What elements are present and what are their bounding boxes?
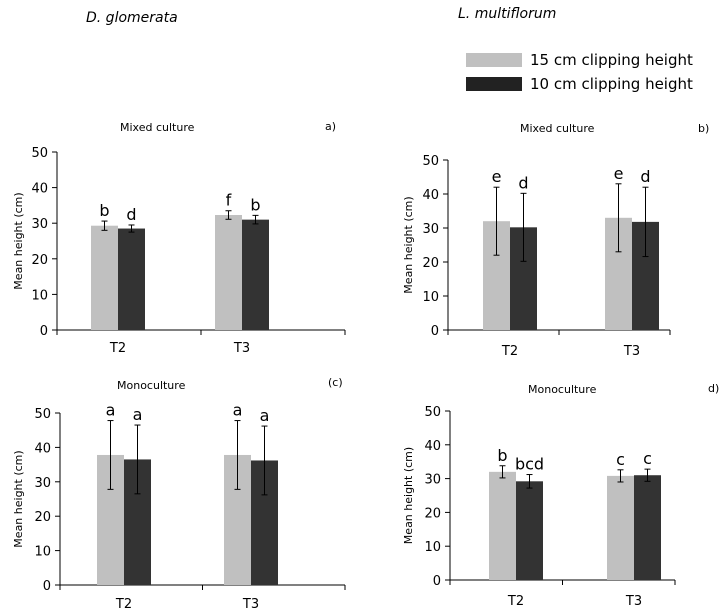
y-tick-label: 40 <box>34 441 51 456</box>
y-tick-label: 50 <box>422 154 439 169</box>
significance-letter: b <box>497 446 507 465</box>
y-tick-label: 0 <box>431 324 439 339</box>
panel-label: b) <box>698 122 709 135</box>
chart-title: Monoculture <box>117 379 186 392</box>
y-tick-label: 20 <box>31 253 48 268</box>
significance-letter: a <box>260 406 270 425</box>
y-tick-label: 0 <box>43 579 51 594</box>
legend-label-15cm: 15 cm clipping height <box>530 51 693 69</box>
x-tick-label: T3 <box>625 594 642 609</box>
x-tick-label: T3 <box>623 344 640 359</box>
y-axis-label: Mean height (cm) <box>402 196 415 293</box>
species-label-left: D. glomerata <box>86 10 178 26</box>
y-axis-label: Mean height (cm) <box>402 447 415 544</box>
x-tick-label: T3 <box>242 597 259 612</box>
y-tick-label: 20 <box>422 256 439 271</box>
bar <box>634 475 661 580</box>
y-axis-label: Mean height (cm) <box>12 450 25 547</box>
significance-letter: f <box>226 191 232 210</box>
panel-label: (c) <box>328 376 343 389</box>
bar <box>118 228 145 330</box>
y-tick-label: 10 <box>424 540 441 555</box>
y-tick-label: 30 <box>34 476 51 491</box>
y-tick-label: 0 <box>40 324 48 339</box>
bar <box>489 471 516 580</box>
x-tick-label: T3 <box>233 341 250 356</box>
y-tick-label: 50 <box>34 407 51 422</box>
legend-swatch-10cm <box>466 77 522 91</box>
significance-letter: a <box>106 401 116 420</box>
significance-letter: e <box>492 167 502 186</box>
y-tick-label: 0 <box>433 574 441 589</box>
y-tick-label: 50 <box>31 146 48 161</box>
bar <box>607 475 634 580</box>
y-tick-label: 40 <box>422 188 439 203</box>
legend-item-10cm: 10 cm clipping height <box>466 75 693 93</box>
y-tick-label: 40 <box>31 182 48 197</box>
significance-letter: c <box>643 449 652 468</box>
bar <box>516 481 543 580</box>
y-axis-label: Mean height (cm) <box>12 192 25 289</box>
y-tick-label: 10 <box>422 290 439 305</box>
y-tick-label: 30 <box>31 217 48 232</box>
x-tick-label: T2 <box>115 597 132 612</box>
y-tick-label: 30 <box>422 222 439 237</box>
panel-label: d) <box>708 382 719 395</box>
significance-letter: d <box>126 205 136 224</box>
y-tick-label: 20 <box>34 510 51 525</box>
bar <box>242 219 269 330</box>
y-tick-label: 40 <box>424 439 441 454</box>
y-tick-label: 10 <box>34 545 51 560</box>
significance-letter: a <box>133 405 143 424</box>
significance-letter: d <box>640 167 650 186</box>
species-label-right: L. multiflorum <box>458 6 557 22</box>
y-tick-label: 50 <box>424 405 441 420</box>
significance-letter: b <box>99 201 109 220</box>
y-tick-label: 30 <box>424 473 441 488</box>
x-tick-label: T2 <box>109 341 126 356</box>
significance-letter: c <box>616 450 625 469</box>
y-tick-label: 20 <box>424 506 441 521</box>
significance-letter: e <box>614 164 624 183</box>
legend-item-15cm: 15 cm clipping height <box>466 51 693 69</box>
chart-title: Mixed culture <box>120 121 195 134</box>
panel-label: a) <box>325 120 336 133</box>
chart-title: Monoculture <box>528 383 597 396</box>
bar <box>91 225 118 330</box>
significance-letter: a <box>233 401 243 420</box>
significance-letter: b <box>250 195 260 214</box>
chart-title: Mixed culture <box>520 122 595 135</box>
x-tick-label: T2 <box>501 344 518 359</box>
y-tick-label: 10 <box>31 288 48 303</box>
significance-letter: bcd <box>515 455 544 474</box>
x-tick-label: T2 <box>507 594 524 609</box>
legend-label-10cm: 10 cm clipping height <box>530 75 693 93</box>
bar <box>215 215 242 330</box>
significance-letter: d <box>518 173 528 192</box>
legend-swatch-15cm <box>466 53 522 67</box>
